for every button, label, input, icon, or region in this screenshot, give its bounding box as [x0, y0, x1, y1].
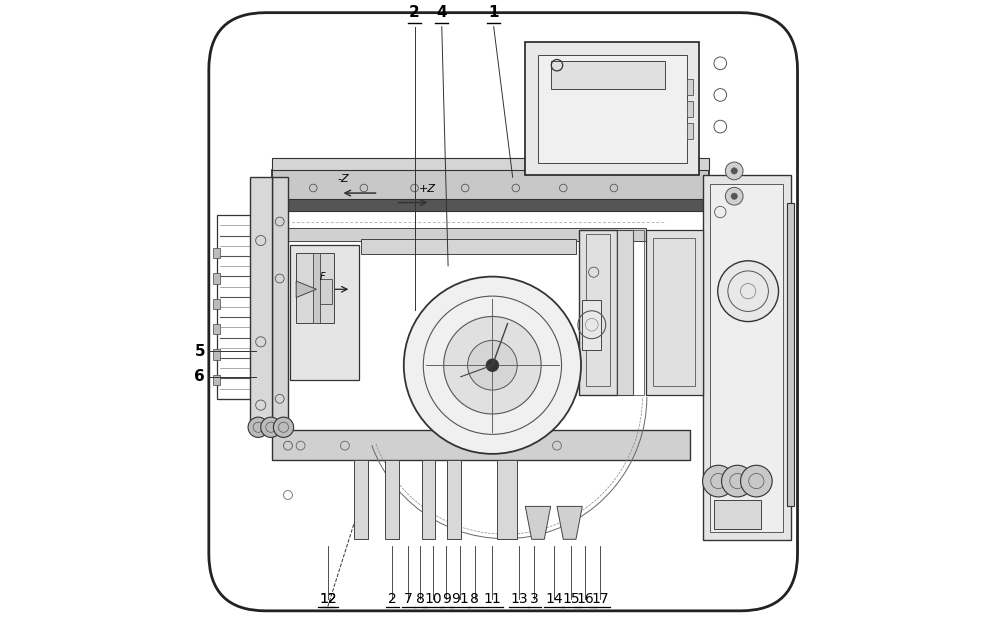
Circle shape [486, 359, 499, 372]
Bar [525, 42, 699, 175]
Bar [272, 199, 709, 211]
Text: 15: 15 [562, 592, 580, 606]
Bar [361, 239, 576, 254]
Bar [213, 324, 220, 334]
Text: +Z: +Z [419, 184, 436, 194]
Text: 8: 8 [470, 592, 479, 606]
Circle shape [725, 162, 743, 180]
Circle shape [248, 417, 268, 437]
Bar [687, 79, 693, 95]
Bar [551, 61, 665, 89]
Bar [646, 230, 703, 395]
Bar [313, 253, 320, 323]
Bar [617, 230, 633, 395]
Circle shape [722, 465, 753, 497]
Text: 12: 12 [319, 592, 337, 606]
Bar [213, 299, 220, 309]
Bar [633, 230, 644, 395]
Text: 9: 9 [442, 592, 451, 606]
Bar [272, 158, 709, 170]
Bar [586, 234, 610, 386]
Circle shape [444, 316, 541, 414]
Bar [579, 230, 617, 395]
Circle shape [273, 417, 294, 437]
Text: 16: 16 [577, 592, 594, 606]
Text: 2: 2 [388, 592, 397, 606]
Circle shape [718, 261, 779, 322]
Bar [582, 300, 601, 350]
Bar [213, 273, 220, 284]
Text: 91: 91 [451, 592, 469, 606]
Circle shape [731, 168, 737, 174]
Polygon shape [296, 281, 316, 298]
Bar [213, 375, 220, 385]
Text: 8: 8 [416, 592, 425, 606]
Bar [385, 460, 399, 539]
Circle shape [468, 341, 517, 390]
Text: 10: 10 [424, 592, 442, 606]
Bar [447, 460, 461, 539]
Bar [497, 460, 517, 539]
Bar [250, 177, 272, 430]
Bar [272, 170, 709, 200]
Bar [217, 215, 254, 399]
Circle shape [741, 465, 772, 497]
Bar [787, 203, 794, 506]
Bar [213, 349, 220, 360]
Text: -Z: -Z [337, 173, 349, 184]
Text: 6: 6 [194, 369, 205, 384]
Polygon shape [525, 506, 551, 539]
Circle shape [404, 277, 581, 454]
Bar [710, 184, 783, 532]
Bar [272, 228, 646, 241]
Text: 12: 12 [319, 592, 337, 606]
Circle shape [725, 187, 743, 205]
Circle shape [731, 193, 737, 199]
FancyBboxPatch shape [209, 13, 798, 611]
Bar [687, 123, 693, 139]
Text: 7: 7 [404, 592, 413, 606]
Text: 14: 14 [545, 592, 563, 606]
Circle shape [703, 465, 734, 497]
Text: 13: 13 [510, 592, 528, 606]
Bar [422, 460, 435, 539]
Bar [714, 500, 761, 529]
Text: 11: 11 [484, 592, 501, 606]
Bar [653, 238, 695, 386]
Bar [320, 279, 332, 304]
Text: F: F [320, 272, 326, 282]
Bar [272, 177, 288, 430]
Text: 5: 5 [194, 344, 205, 359]
Bar [213, 248, 220, 258]
Bar [296, 253, 334, 323]
Bar [687, 101, 693, 117]
Text: 4: 4 [436, 5, 447, 20]
Bar [538, 55, 687, 163]
Bar [703, 175, 791, 540]
Bar [354, 460, 368, 539]
Bar [290, 245, 359, 380]
Text: 2: 2 [409, 5, 420, 20]
Polygon shape [557, 506, 582, 539]
Text: 1: 1 [488, 5, 499, 20]
Bar [272, 430, 690, 460]
Circle shape [261, 417, 281, 437]
Text: 3: 3 [530, 592, 539, 606]
Text: 17: 17 [591, 592, 609, 606]
